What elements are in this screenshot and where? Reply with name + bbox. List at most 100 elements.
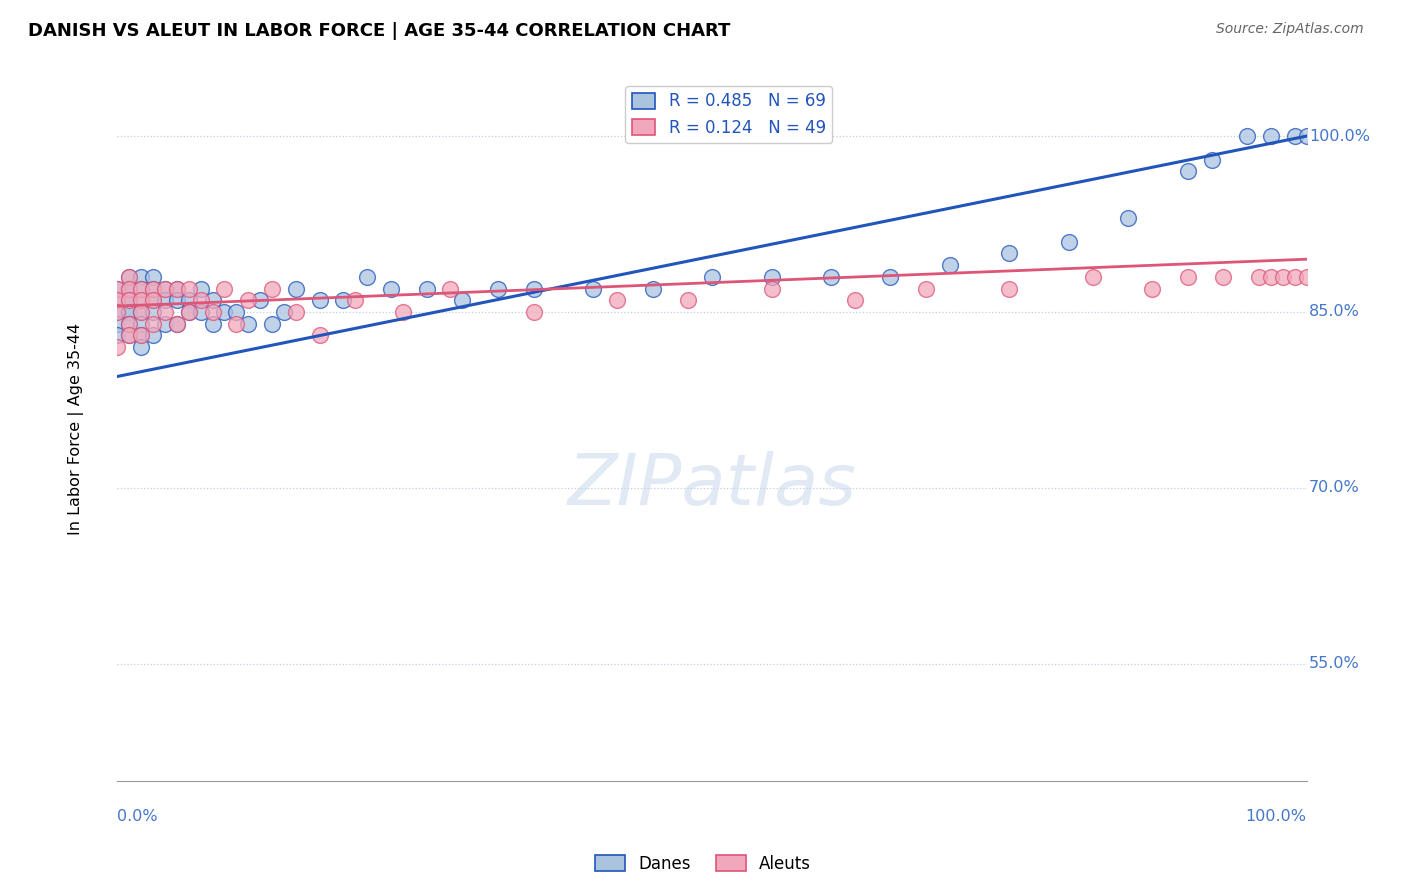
- Point: [225, 305, 247, 319]
- Text: 55.0%: 55.0%: [1309, 657, 1360, 672]
- Point: [201, 305, 224, 319]
- Point: [166, 317, 188, 331]
- Point: [844, 293, 866, 308]
- Point: [118, 328, 141, 343]
- Point: [1177, 269, 1199, 284]
- Point: [1271, 269, 1294, 284]
- Point: [260, 317, 283, 331]
- Point: [1057, 235, 1080, 249]
- Point: [129, 281, 152, 295]
- Point: [1236, 129, 1258, 144]
- Point: [249, 293, 271, 308]
- Point: [1212, 269, 1234, 284]
- Point: [190, 281, 212, 295]
- Text: In Labor Force | Age 35-44: In Labor Force | Age 35-44: [67, 323, 84, 535]
- Text: 100.0%: 100.0%: [1246, 809, 1306, 824]
- Point: [105, 328, 128, 343]
- Point: [201, 317, 224, 331]
- Text: Source: ZipAtlas.com: Source: ZipAtlas.com: [1216, 22, 1364, 37]
- Point: [344, 293, 367, 308]
- Point: [332, 293, 354, 308]
- Point: [761, 281, 783, 295]
- Point: [153, 305, 176, 319]
- Point: [1140, 281, 1163, 295]
- Point: [879, 269, 901, 284]
- Point: [105, 293, 128, 308]
- Point: [129, 305, 152, 319]
- Point: [118, 281, 141, 295]
- Point: [214, 305, 236, 319]
- Point: [439, 281, 461, 295]
- Point: [142, 305, 165, 319]
- Point: [166, 281, 188, 295]
- Text: ZIPatlas: ZIPatlas: [568, 451, 856, 520]
- Point: [105, 317, 128, 331]
- Point: [523, 305, 546, 319]
- Point: [118, 281, 141, 295]
- Point: [1201, 153, 1223, 167]
- Point: [142, 293, 165, 308]
- Point: [142, 317, 165, 331]
- Point: [142, 269, 165, 284]
- Point: [1118, 211, 1140, 226]
- Point: [129, 328, 152, 343]
- Point: [214, 281, 236, 295]
- Point: [153, 281, 176, 295]
- Point: [129, 340, 152, 354]
- Point: [142, 281, 165, 295]
- Point: [582, 281, 605, 295]
- Point: [201, 293, 224, 308]
- Point: [1295, 129, 1317, 144]
- Point: [129, 293, 152, 308]
- Text: 100.0%: 100.0%: [1309, 128, 1369, 144]
- Point: [451, 293, 474, 308]
- Point: [153, 281, 176, 295]
- Point: [177, 281, 200, 295]
- Point: [118, 269, 141, 284]
- Point: [1284, 269, 1306, 284]
- Point: [118, 317, 141, 331]
- Point: [153, 293, 176, 308]
- Legend: Danes, Aleuts: Danes, Aleuts: [588, 848, 818, 880]
- Point: [284, 281, 307, 295]
- Point: [523, 281, 546, 295]
- Point: [284, 305, 307, 319]
- Point: [118, 328, 141, 343]
- Point: [1284, 129, 1306, 144]
- Point: [105, 305, 128, 319]
- Point: [118, 317, 141, 331]
- Text: 70.0%: 70.0%: [1309, 481, 1360, 495]
- Point: [153, 317, 176, 331]
- Point: [260, 281, 283, 295]
- Point: [238, 317, 260, 331]
- Point: [105, 281, 128, 295]
- Point: [129, 281, 152, 295]
- Point: [392, 305, 415, 319]
- Point: [142, 328, 165, 343]
- Point: [225, 317, 247, 331]
- Text: 85.0%: 85.0%: [1309, 304, 1360, 319]
- Point: [820, 269, 842, 284]
- Point: [105, 305, 128, 319]
- Text: 0.0%: 0.0%: [117, 809, 157, 824]
- Point: [308, 293, 330, 308]
- Point: [700, 269, 723, 284]
- Point: [118, 281, 141, 295]
- Point: [1295, 269, 1317, 284]
- Legend: R = 0.485   N = 69, R = 0.124   N = 49: R = 0.485 N = 69, R = 0.124 N = 49: [626, 86, 832, 144]
- Point: [129, 328, 152, 343]
- Point: [166, 281, 188, 295]
- Point: [190, 293, 212, 308]
- Point: [105, 293, 128, 308]
- Point: [486, 281, 509, 295]
- Point: [998, 281, 1021, 295]
- Point: [177, 305, 200, 319]
- Point: [118, 305, 141, 319]
- Point: [129, 305, 152, 319]
- Point: [105, 281, 128, 295]
- Point: [129, 269, 152, 284]
- Point: [356, 269, 378, 284]
- Point: [142, 281, 165, 295]
- Point: [118, 293, 141, 308]
- Point: [273, 305, 295, 319]
